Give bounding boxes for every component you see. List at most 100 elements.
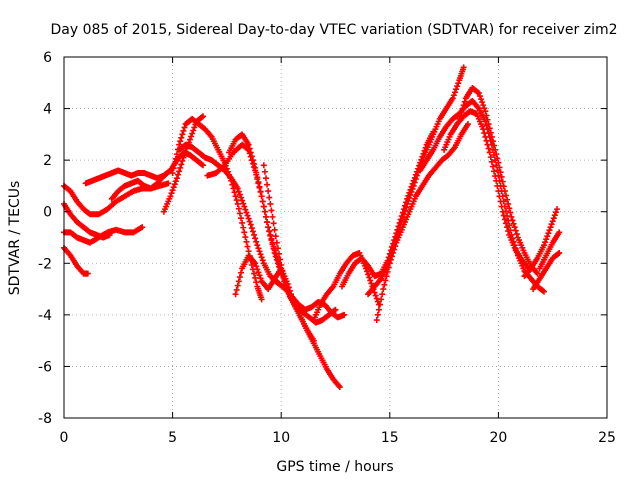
data-point [278, 262, 285, 269]
data-point [391, 246, 398, 253]
data-point [491, 168, 498, 175]
data-point [371, 289, 378, 296]
data-point [474, 89, 481, 96]
data-point [495, 188, 502, 195]
data-point [492, 146, 499, 153]
data-point [377, 301, 384, 308]
y-tick-label: -2 [38, 256, 52, 272]
data-point [264, 181, 271, 188]
data-point [505, 200, 512, 207]
y-tick-label: -4 [38, 308, 52, 324]
data-point [411, 179, 418, 186]
data-point [265, 224, 272, 231]
data-point [169, 187, 176, 194]
data-point [233, 197, 240, 204]
data-point [171, 160, 178, 167]
data-point [479, 99, 486, 106]
data-point [476, 93, 483, 100]
plot-frame [63, 56, 608, 419]
axis-ticks [63, 56, 608, 419]
data-point [501, 216, 508, 223]
data-point [481, 130, 488, 137]
data-point [235, 278, 242, 285]
data-point [493, 151, 500, 158]
data-point [383, 273, 390, 280]
data-point [500, 212, 507, 219]
data-point [186, 136, 193, 143]
data-point [503, 220, 510, 227]
grid-lines [64, 57, 607, 418]
data-point [251, 270, 258, 277]
data-point [449, 95, 456, 102]
data-point [188, 133, 195, 140]
y-tick-label: 6 [43, 50, 52, 66]
data-point [508, 213, 515, 220]
data-point [173, 151, 180, 158]
data-point [258, 296, 265, 303]
data-point [496, 164, 503, 171]
data-point [271, 226, 278, 233]
data-point [481, 105, 488, 112]
data-point [251, 231, 258, 238]
data-point [455, 80, 462, 87]
data-point [253, 279, 260, 286]
data-point [390, 249, 397, 256]
data-point [234, 200, 241, 207]
data-point [257, 251, 264, 258]
data-point [190, 127, 197, 134]
data-point [176, 168, 183, 175]
data-point [454, 83, 461, 90]
data-point [235, 205, 242, 212]
data-point [488, 133, 495, 140]
data-point [251, 161, 258, 168]
data-point [551, 212, 558, 219]
data-point [550, 215, 557, 222]
data-points [61, 64, 563, 391]
data-point [547, 224, 554, 231]
data-point [484, 141, 491, 148]
data-point [169, 170, 176, 177]
data-point [507, 209, 514, 216]
data-point [240, 224, 247, 231]
data-point [266, 228, 273, 235]
data-point [241, 229, 248, 236]
data-point [249, 157, 256, 164]
data-point [543, 236, 550, 243]
data-point [238, 215, 245, 222]
data-point [238, 194, 245, 201]
data-point [238, 269, 245, 276]
data-point [248, 262, 255, 269]
data-point [552, 209, 559, 216]
data-point [179, 158, 186, 165]
data-point [398, 218, 405, 225]
data-point [170, 165, 177, 172]
data-point [380, 286, 387, 293]
data-point [504, 224, 511, 231]
x-tick-label: 0 [60, 430, 69, 446]
data-point [546, 227, 553, 234]
x-tick-label: 10 [272, 430, 290, 446]
data-point [240, 200, 247, 207]
data-point [382, 277, 389, 284]
data-point [245, 141, 252, 148]
data-point [200, 113, 207, 120]
data-point [453, 86, 460, 93]
y-axis-title: SDTVAR / TECUs [7, 181, 23, 296]
data-point [280, 273, 287, 280]
data-point [366, 274, 373, 281]
data-point [407, 191, 414, 198]
data-point [486, 125, 493, 132]
data-point [497, 169, 504, 176]
data-point [239, 197, 246, 204]
data-point [259, 257, 266, 264]
y-tick-labels: -8 -6 -4 -2 0 2 4 6 [38, 50, 52, 427]
data-point [175, 171, 182, 178]
data-point [246, 218, 253, 225]
data-point [236, 210, 243, 217]
data-point [247, 149, 254, 156]
data-point [406, 194, 413, 201]
data-point [492, 173, 499, 180]
data-point [332, 306, 339, 313]
data-point [503, 192, 510, 199]
data-point [541, 288, 548, 295]
